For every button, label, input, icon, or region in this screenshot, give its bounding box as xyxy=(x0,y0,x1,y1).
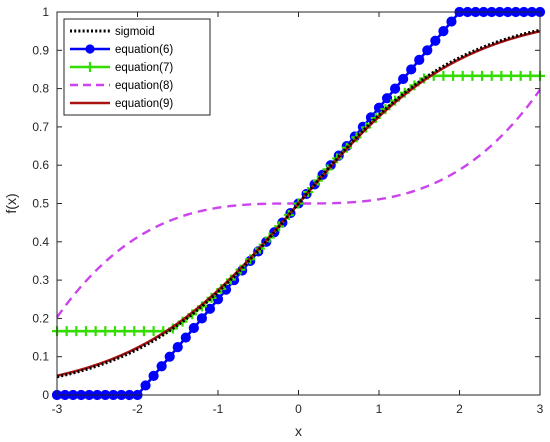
data-point-equation-7 xyxy=(506,70,517,81)
data-point-equation-6 xyxy=(398,73,409,85)
data-point-equation-6 xyxy=(196,313,207,324)
x-tick-label: 3 xyxy=(537,402,544,416)
data-point-equation-6 xyxy=(148,370,159,381)
data-point-equation-6 xyxy=(446,16,457,27)
data-point-equation-7 xyxy=(80,326,91,337)
data-point-equation-7 xyxy=(90,326,101,337)
data-point-equation-7 xyxy=(100,326,111,337)
data-point-equation-7 xyxy=(496,70,507,81)
y-tick-label: 0.3 xyxy=(32,273,49,287)
legend-marker-equation-7 xyxy=(85,62,95,72)
y-tick-label: 0 xyxy=(42,388,49,402)
data-point-equation-7 xyxy=(525,70,536,81)
data-point-equation-6 xyxy=(140,380,151,391)
data-point-equation-7 xyxy=(119,326,130,337)
data-point-equation-6 xyxy=(381,93,393,104)
data-point-equation-6 xyxy=(188,322,199,334)
y-axis-label: f(x) xyxy=(3,193,19,213)
y-tick-label: 0.8 xyxy=(32,82,49,96)
x-tick-label: 2 xyxy=(456,402,463,416)
data-point-equation-7 xyxy=(438,70,449,81)
axes: -3 -2 -1 0 1 2 3 0 0.1 0.2 0.3 0.4 0.5 0.6 0.7 0.8 0.9 1 x… xyxy=(3,5,544,439)
x-tick-label: 0 xyxy=(295,402,302,416)
data-point-equation-7 xyxy=(138,326,149,337)
legend-label-equation-6: equation(6) xyxy=(115,44,173,56)
data-point-equation-6 xyxy=(164,351,175,362)
x-tick-label: -3 xyxy=(52,402,63,416)
data-point-equation-7 xyxy=(148,326,159,337)
x-tick-label: -2 xyxy=(132,402,143,416)
legend-label-equation-8: equation(8) xyxy=(115,80,173,92)
x-tick-label: -1 xyxy=(213,402,224,416)
data-point-equation-6 xyxy=(422,45,433,56)
y-tick-label: 0.6 xyxy=(32,158,49,172)
legend-label-equation-9: equation(9) xyxy=(115,98,173,110)
legend-label-sigmoid: sigmoid xyxy=(115,26,155,38)
data-point-equation-7 xyxy=(448,70,459,81)
data-point-equation-7 xyxy=(515,70,526,81)
x-tick-label: 1 xyxy=(376,402,383,416)
data-point-equation-6 xyxy=(180,332,191,343)
x-axis-label: x xyxy=(295,423,302,439)
data-point-equation-7 xyxy=(467,70,478,81)
legend: sigmoid equation(6) equation(7) equation(8)… xyxy=(63,18,211,116)
legend-marker-equation-6 xyxy=(85,44,95,54)
data-point-equation-6 xyxy=(438,26,449,37)
data-point-equation-7 xyxy=(71,326,82,337)
y-tick-label: 0.2 xyxy=(32,311,49,325)
y-tick-label: 0.7 xyxy=(32,120,49,134)
legend-label-equation-7: equation(7) xyxy=(115,62,173,74)
data-point-equation-6 xyxy=(204,303,216,314)
data-point-equation-7 xyxy=(129,326,140,337)
data-point-equation-6 xyxy=(414,54,425,65)
data-point-equation-6 xyxy=(156,361,167,372)
series-line-sigmoid xyxy=(56,28,541,379)
data-point-equation-6 xyxy=(430,35,441,46)
data-point-equation-7 xyxy=(61,326,72,337)
data-point-equation-7 xyxy=(457,70,468,81)
plot-area xyxy=(51,6,546,401)
data-point-equation-6 xyxy=(406,64,417,75)
data-point-equation-6 xyxy=(172,342,183,353)
data-point-equation-7 xyxy=(477,70,488,81)
data-point-equation-7 xyxy=(109,326,120,337)
y-tick-label: 0.9 xyxy=(32,43,49,57)
data-point-equation-7 xyxy=(486,70,497,81)
y-tick-label: 1 xyxy=(42,5,49,19)
y-tick-label: 0.1 xyxy=(32,350,49,364)
y-tick-label: 0.4 xyxy=(32,235,49,249)
y-tick-label: 0.5 xyxy=(32,197,49,211)
data-point-equation-6 xyxy=(390,83,401,94)
